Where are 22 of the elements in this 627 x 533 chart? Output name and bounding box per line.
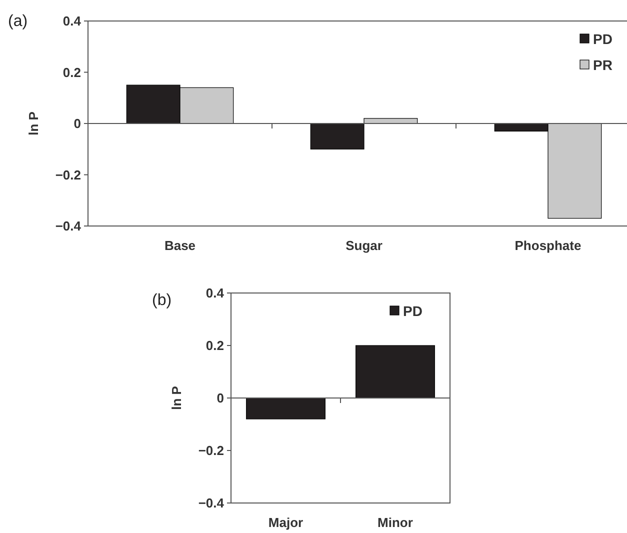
x-tick-label: Major <box>268 515 304 530</box>
y-axis-title: ln P <box>26 111 41 136</box>
y-tick-label: 0 <box>74 116 81 132</box>
y-tick-label: −0.4 <box>55 218 82 234</box>
y-tick-label: −0.2 <box>198 443 224 458</box>
x-tick-label: Base <box>164 238 196 253</box>
y-tick-label: −0.4 <box>198 496 225 511</box>
y-tick-label: −0.2 <box>55 167 81 182</box>
legend-label: PR <box>593 56 612 73</box>
y-tick-label: 0.4 <box>206 286 225 301</box>
chart-title: (a) <box>8 13 28 30</box>
legend-label: PD <box>593 30 612 47</box>
x-tick-label: Minor <box>378 515 413 530</box>
y-axis-title: ln P <box>169 386 184 410</box>
legend-label: PD <box>403 302 422 319</box>
chart-title: (b) <box>152 292 172 309</box>
x-tick-label: Sugar <box>346 238 382 253</box>
y-tick-label: 0.2 <box>62 64 81 80</box>
y-tick-label: 0.4 <box>62 14 82 29</box>
x-tick-label: Phosphate <box>514 238 582 253</box>
y-tick-label: 0.2 <box>206 338 224 354</box>
y-tick-label: 0 <box>216 390 224 406</box>
